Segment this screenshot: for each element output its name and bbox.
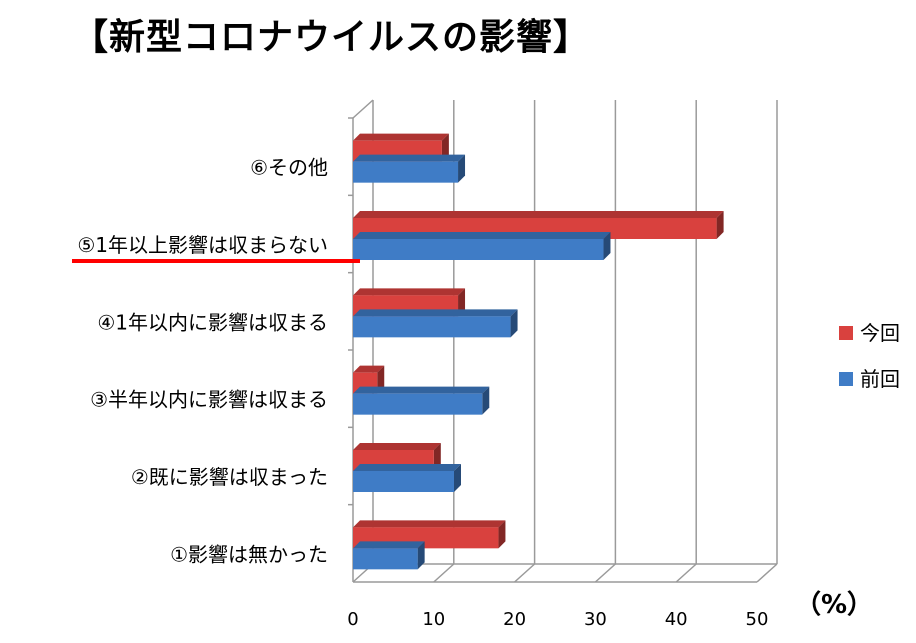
legend-label: 前回 (860, 367, 900, 391)
category-label: ⑤1年以上影響は収まらない (77, 233, 328, 257)
bar (353, 161, 459, 183)
bar-top-face (353, 154, 466, 162)
bar-top-face (353, 541, 425, 549)
x-tick-label: 50 (746, 609, 769, 630)
bar-top-face (353, 211, 724, 218)
bar-top-face (353, 464, 461, 471)
category-label: ①影響は無かった (170, 542, 328, 566)
bar-end-face (458, 154, 466, 183)
bar (353, 471, 454, 492)
bar-end-face (482, 386, 490, 415)
bar (353, 316, 511, 338)
bar-top-face (353, 133, 449, 141)
category-label: ③半年以内に影響は収まる (90, 388, 328, 412)
legend-swatch (839, 326, 853, 340)
bar-top-face (353, 288, 466, 296)
bar (353, 393, 483, 415)
bar-end-face (498, 520, 506, 549)
y-axis-top-line (352, 99, 374, 119)
floor-gridline (675, 563, 697, 583)
bar (353, 239, 604, 260)
bar-end-face (454, 464, 461, 492)
x-tick-label: 10 (422, 609, 445, 630)
bar-top-face (353, 386, 490, 394)
bar-top-face (353, 365, 385, 373)
category-label: ④1年以内に影響は収まる (97, 310, 328, 334)
x-tick-label: 30 (584, 609, 607, 630)
bar-top-face (353, 309, 518, 317)
x-tick-label: 40 (665, 609, 688, 630)
bar-top-face (353, 232, 611, 239)
x-axis-unit-label: （%） (795, 590, 874, 620)
bar (353, 548, 418, 570)
bar-end-face (417, 541, 425, 570)
legend-swatch (839, 372, 853, 386)
floor-gridline (514, 563, 536, 583)
bar-top-face (353, 443, 441, 450)
floor-gridline (433, 563, 455, 583)
x-tick-label: 20 (503, 609, 526, 630)
floor-gridline (594, 563, 616, 583)
bar-top-face (353, 520, 506, 528)
category-label: ⑥その他 (250, 156, 328, 180)
bar-end-face (716, 211, 724, 239)
floor-gridline (756, 563, 778, 583)
bar-end-face (510, 309, 518, 338)
legend-label: 今回 (860, 321, 900, 345)
category-label: ②既に影響は収まった (131, 465, 328, 489)
chart-title: 【新型コロナウイルスの影響】 (72, 17, 591, 58)
x-tick-label: 0 (347, 609, 358, 630)
bar-end-face (603, 232, 611, 260)
